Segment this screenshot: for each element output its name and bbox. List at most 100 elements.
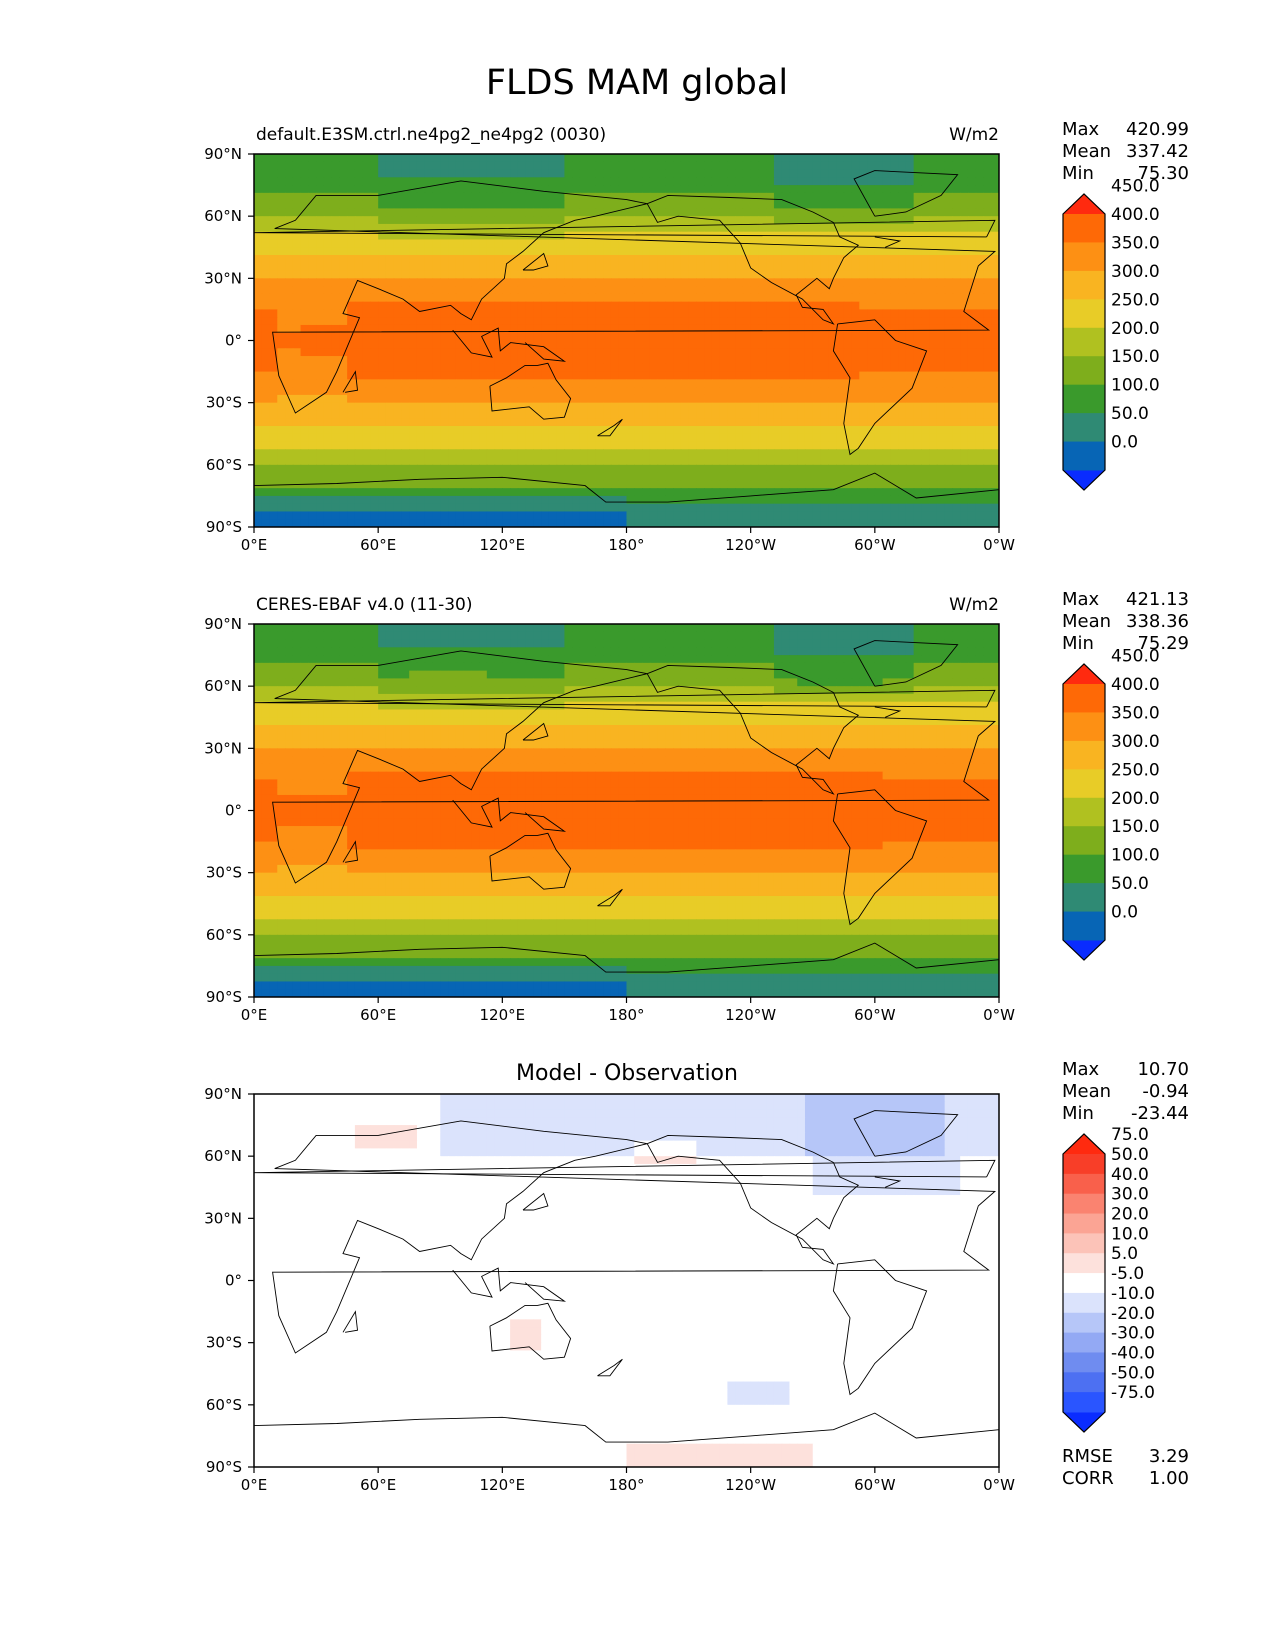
field-cell [704,457,713,466]
field-cell [929,371,938,380]
field-cell [448,495,457,505]
field-cell [836,332,845,342]
field-cell [548,161,558,171]
field-cell [750,472,760,481]
field-cell [898,154,907,163]
field-cell [781,239,791,248]
field-cell [572,639,581,648]
field-cell [843,286,853,295]
field-cell [665,309,674,318]
field-cell [347,262,356,272]
field-cell [773,286,783,295]
field-cell [711,425,721,435]
field-cell [735,631,744,641]
field-cell [673,255,682,264]
field-cell [354,488,364,497]
field-cell [463,356,472,365]
field-cell [479,208,488,217]
field-cell [673,418,682,427]
field-cell [463,223,472,233]
field-cell [285,154,294,163]
field-cell [936,161,946,171]
field-cell [812,363,822,373]
field-cell [331,425,340,435]
field-cell [254,488,263,497]
field-cell [820,239,829,248]
field-cell [556,278,566,287]
field-cell [867,472,876,481]
field-cell [828,503,837,513]
field-cell [424,394,434,404]
stat-max-label: Max [1062,119,1100,140]
field-cell [424,278,434,287]
field-cell [556,402,566,412]
field-cell [479,472,488,481]
field-cell [960,317,969,326]
field-cell [432,495,441,505]
field-cell [378,441,387,450]
field-cell [828,348,837,357]
field-cell [983,231,992,241]
field-cell [479,223,488,233]
field-cell [727,418,736,427]
field-cell [874,441,884,450]
field-cell [960,433,969,443]
field-cell [486,624,496,633]
field-cell [874,161,884,171]
field-cell [385,324,395,334]
field-cell [929,309,938,318]
field-cell [378,457,387,466]
field-cell [867,371,876,380]
field-cell [781,433,791,443]
field-cell [851,495,860,505]
field-cell [905,332,915,342]
field-cell [975,208,985,217]
field-cell [494,418,503,427]
field-cell [735,317,744,326]
field-cell [254,464,263,474]
field-cell [471,519,480,527]
field-cell [323,169,333,178]
field-cell [742,472,752,481]
field-cell [579,472,589,481]
field-cell [812,410,822,419]
field-cell [331,208,340,217]
field-cell [944,332,954,342]
field-cell [983,177,992,186]
field-cell [673,363,682,373]
field-cell [828,441,837,450]
field-cell [254,169,263,178]
field-cell [921,425,930,435]
field-cell [595,324,604,334]
field-cell [370,356,379,365]
field-cell [851,301,860,311]
field-cell [649,223,659,233]
field-cell [967,356,977,365]
field-cell [502,387,511,396]
field-cell [362,286,372,295]
field-cell [610,387,620,396]
field-cell [455,324,465,334]
field-cell [688,270,697,279]
field-cell [649,270,659,279]
field-cell [572,262,581,272]
field-cell [704,441,713,450]
field-cell [905,379,915,388]
field-cell [393,185,403,194]
field-cell [874,247,884,256]
field-cell [843,262,853,272]
field-cell [587,185,597,194]
field-cell [766,223,775,233]
field-cell [742,410,752,419]
field-cell [859,503,868,513]
field-cell [898,449,907,458]
field-cell [975,154,985,163]
field-cell [626,418,635,427]
field-cell [929,402,938,412]
field-cell [510,457,519,466]
field-cell [548,624,558,633]
field-cell [898,317,907,326]
field-cell [277,410,286,419]
field-cell [572,488,581,497]
field-cell [898,457,907,466]
